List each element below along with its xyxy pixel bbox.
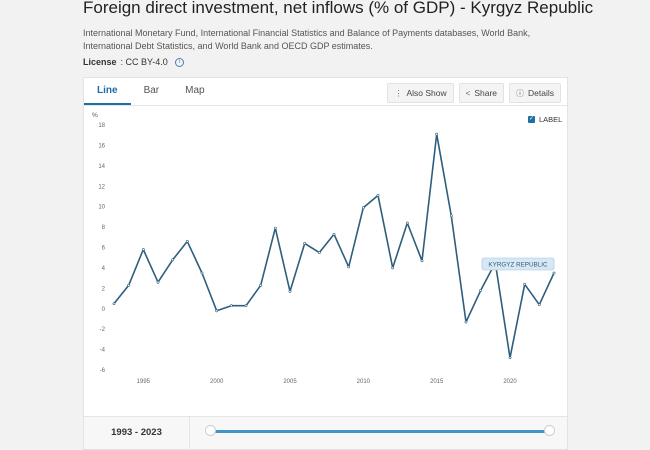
y-tick-label: 6 [102,246,106,252]
data-point [200,271,204,275]
label-toggle-text: LABEL [539,115,563,124]
data-point [303,242,307,245]
details-label: Details [528,88,554,98]
license-value: : CC BY-4.0 [120,57,168,67]
tab-line[interactable]: Line [84,78,131,105]
tab-bar[interactable]: Bar [143,85,160,96]
series-label-box [481,257,555,271]
data-point [420,259,424,263]
y-tick-label: 16 [98,143,105,149]
x-tick-label: 2015 [430,379,444,385]
y-tick-label: -2 [100,327,106,333]
y-tick-label: 4 [102,266,106,272]
tab-divider [84,105,567,106]
y-tick-label: -6 [100,368,106,374]
page-title: Foreign direct investment, net inflows (… [83,0,594,17]
data-point [171,258,175,262]
y-tick-label: -4 [100,348,106,354]
data-point [376,194,380,197]
data-point [391,266,395,270]
share-button[interactable]: < Share [458,83,505,103]
series-label: KYRGYZ REPUBLIC [481,257,555,271]
y-tick-label: 0 [102,307,106,313]
data-point [288,289,292,293]
data-point [259,283,263,287]
chart-card: Line Bar Map ⋮ Also Show < Share ⓘ Detai… [83,77,568,450]
license-label: License [83,57,117,67]
y-tick-label: 12 [98,184,105,190]
range-slider-track[interactable] [210,430,550,433]
info-circle-icon: ⓘ [516,88,525,98]
data-point [273,226,277,230]
data-point [361,206,365,210]
data-point [317,251,321,255]
data-point [508,356,512,360]
data-point [229,304,233,308]
also-show-button[interactable]: ⋮ Also Show [387,83,454,103]
chart-actions: ⋮ Also Show < Share ⓘ Details [387,83,561,103]
data-point [185,239,189,243]
chart-tabs: Line Bar Map [84,78,218,105]
y-tick-label: 10 [98,205,105,211]
data-point [112,302,116,306]
license-row: License : CC BY-4.0 i [83,57,184,67]
details-button[interactable]: ⓘ Details [509,83,561,103]
range-slider-start-handle[interactable] [205,425,216,436]
y-tick-label: 14 [98,164,105,170]
share-icon: < [465,88,471,98]
info-icon[interactable]: i [174,57,184,67]
data-point [537,303,541,307]
y-axis-unit-label: % [92,112,98,119]
x-tick-label: 2020 [503,379,517,385]
tab-map[interactable]: Map [185,85,205,96]
data-point [332,232,336,236]
data-point [435,132,439,136]
x-tick-label: 2005 [283,379,297,385]
dots-icon: ⋮ [394,88,403,98]
data-point [244,304,248,308]
data-point [127,283,131,287]
data-point [449,214,453,218]
label-toggle[interactable]: ✓ LABEL [528,115,562,124]
data-point [215,309,219,313]
data-point [141,248,145,251]
line-chart: % -6 -4 -2 0 2 4 6 8 10 12 14 16 18 1995 2000 2005 2010 20… [92,112,556,385]
range-label: 1993 - 2023 [84,417,190,449]
range-footer: 1993 - 2023 [84,416,567,449]
series-label-text: KYRGYZ REPUBLIC [488,262,548,269]
range-slider-end-handle[interactable] [544,425,555,436]
data-point [523,282,527,286]
also-show-label: Also Show [406,88,447,98]
data-point [156,280,160,284]
x-tick-label: 2000 [210,379,224,385]
y-tick-label: 8 [102,225,106,231]
share-label: Share [474,88,498,98]
data-point [479,288,483,292]
y-tick-label: 2 [102,286,106,292]
data-point [347,265,351,269]
x-tick-label: 2010 [357,379,371,385]
y-tick-label: 18 [98,123,105,129]
source-text: International Monetary Fund, Internation… [83,28,531,51]
data-point [464,320,468,324]
series-line [113,133,555,359]
data-point [405,221,409,225]
data-point [552,271,556,275]
label-checkbox[interactable]: ✓ [528,116,535,123]
x-tick-label: 1995 [137,379,151,385]
